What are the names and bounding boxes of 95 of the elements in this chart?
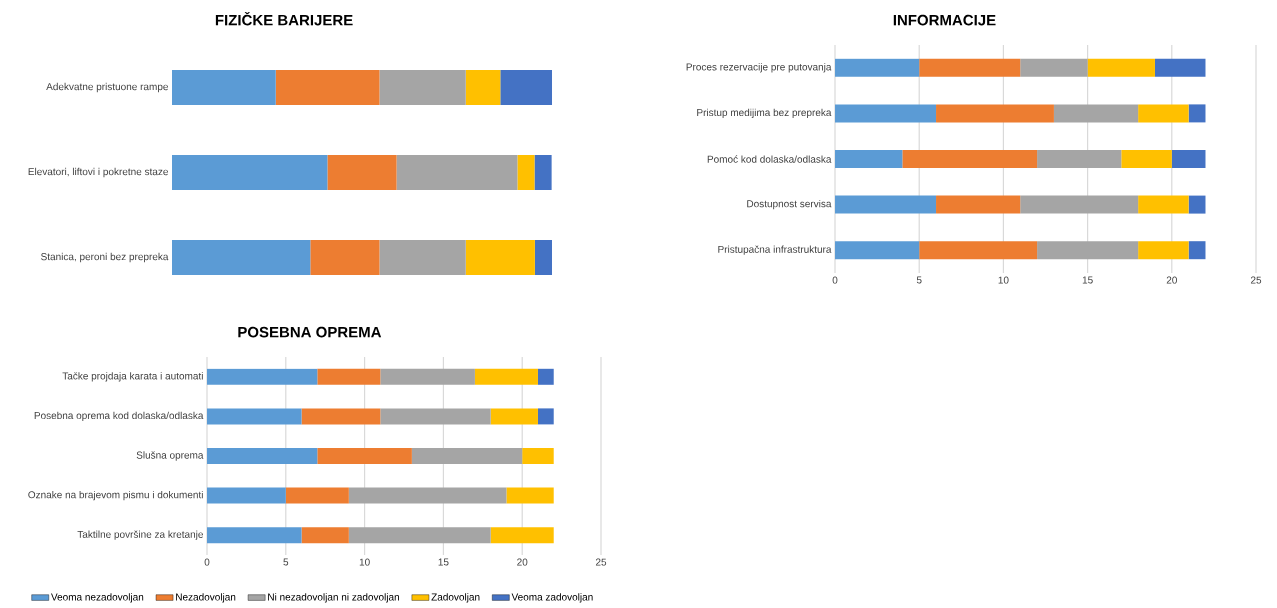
x-tick-label: 5 [283,558,289,566]
legend-label: Ni nezadovoljan ni zadovoljan [268,593,399,603]
bar [517,155,535,190]
bar [317,368,381,385]
bar [534,240,553,275]
y-tick-label: Elevatori, liftovi i pokretne staze [28,167,168,178]
x-tick-label: 15 [1082,276,1093,284]
bar [1138,195,1189,214]
bar [902,150,1038,168]
bar [835,150,903,168]
bar [537,408,554,425]
bar [301,408,381,425]
x-tick-label: 25 [1250,276,1262,284]
bar [379,240,466,275]
bar [490,408,538,425]
bar [465,70,501,105]
bar [207,408,302,425]
bar [506,487,554,504]
bar [522,448,554,464]
bar [207,527,302,544]
bar [1138,104,1189,123]
y-tick-label: Slušna oprema [136,451,204,461]
bar [1037,241,1139,260]
bar [835,241,920,260]
bar [207,448,318,464]
x-tick-label: 5 [916,276,922,284]
bar [301,527,349,544]
bar [1087,58,1155,77]
bar [310,240,380,275]
bar [474,368,538,385]
bar [936,104,1054,123]
bar [379,70,466,105]
x-tick-label: 15 [438,558,449,566]
bar [1154,58,1206,77]
bar [172,240,311,275]
bar [348,527,491,544]
bar [534,155,552,190]
bar [411,448,523,464]
bar [1020,58,1088,77]
bar [275,70,380,105]
x-tick-label: 0 [832,276,838,284]
bar [207,368,318,385]
bar [500,70,553,105]
bar [317,448,412,464]
bar [537,368,554,385]
y-tick-label: Posebna oprema kod dolaska/odlaska [34,411,204,422]
y-tick-label: Pristupačna infrastruktura [718,245,832,255]
bar [285,487,349,504]
bar [936,195,1021,214]
bar [465,240,535,275]
y-tick-label: Proces rezervacije pre putovanja [686,63,832,73]
chart-title: FIZIČKE BARIJERE [215,11,353,26]
legend-label: Veoma zadovoljan [511,593,593,603]
x-tick-label: 10 [359,558,370,566]
bar [380,408,491,425]
chart-title: POSEBNA OPREMA [238,326,382,338]
bar [1138,241,1189,260]
x-tick-label: 0 [204,558,210,566]
chart-title: INFORMACIJE [893,14,996,26]
bar [207,487,286,504]
bar [348,487,507,504]
bar [1188,104,1206,123]
y-tick-label: Pristup medijima bez prepreka [697,108,832,119]
y-tick-label: Pomoć kod dolaska/odlaska [707,155,832,163]
y-tick-label: Oznake na brajevom pismu i dokumenti [28,490,203,501]
x-tick-label: 10 [998,276,1009,284]
y-tick-label: Adekvatne pristuone rampe [46,82,168,93]
x-tick-label: 20 [1166,276,1177,284]
bar [919,241,1038,260]
bar [1188,195,1206,214]
bar [1037,150,1122,168]
bar [490,527,554,544]
bar [835,104,937,123]
y-tick-label: Tačke projdaja karata i automati [62,372,203,382]
bar [172,70,276,105]
x-tick-label: 20 [517,558,528,566]
y-tick-label: Dostupnost servisa [747,199,832,210]
legend-label: Nezadovoljan [176,593,236,603]
y-tick-label: Taktilne površine za kretanje [77,530,203,540]
bar [380,368,475,385]
bar [1020,195,1139,214]
legend-label: Zadovoljan [431,593,480,603]
x-tick-label: 25 [595,558,607,566]
legend-label: Veoma nezadovoljan [51,593,144,603]
bar [1188,241,1206,260]
bar [172,155,328,190]
bar [919,58,1021,77]
bar [1053,104,1139,123]
bar [835,195,937,214]
bar [396,155,518,190]
y-tick-label: Stanica, peroni bez prepreka [41,252,169,263]
bar [835,58,920,77]
bar [1171,150,1206,168]
bar [327,155,397,190]
bar [1121,150,1172,168]
